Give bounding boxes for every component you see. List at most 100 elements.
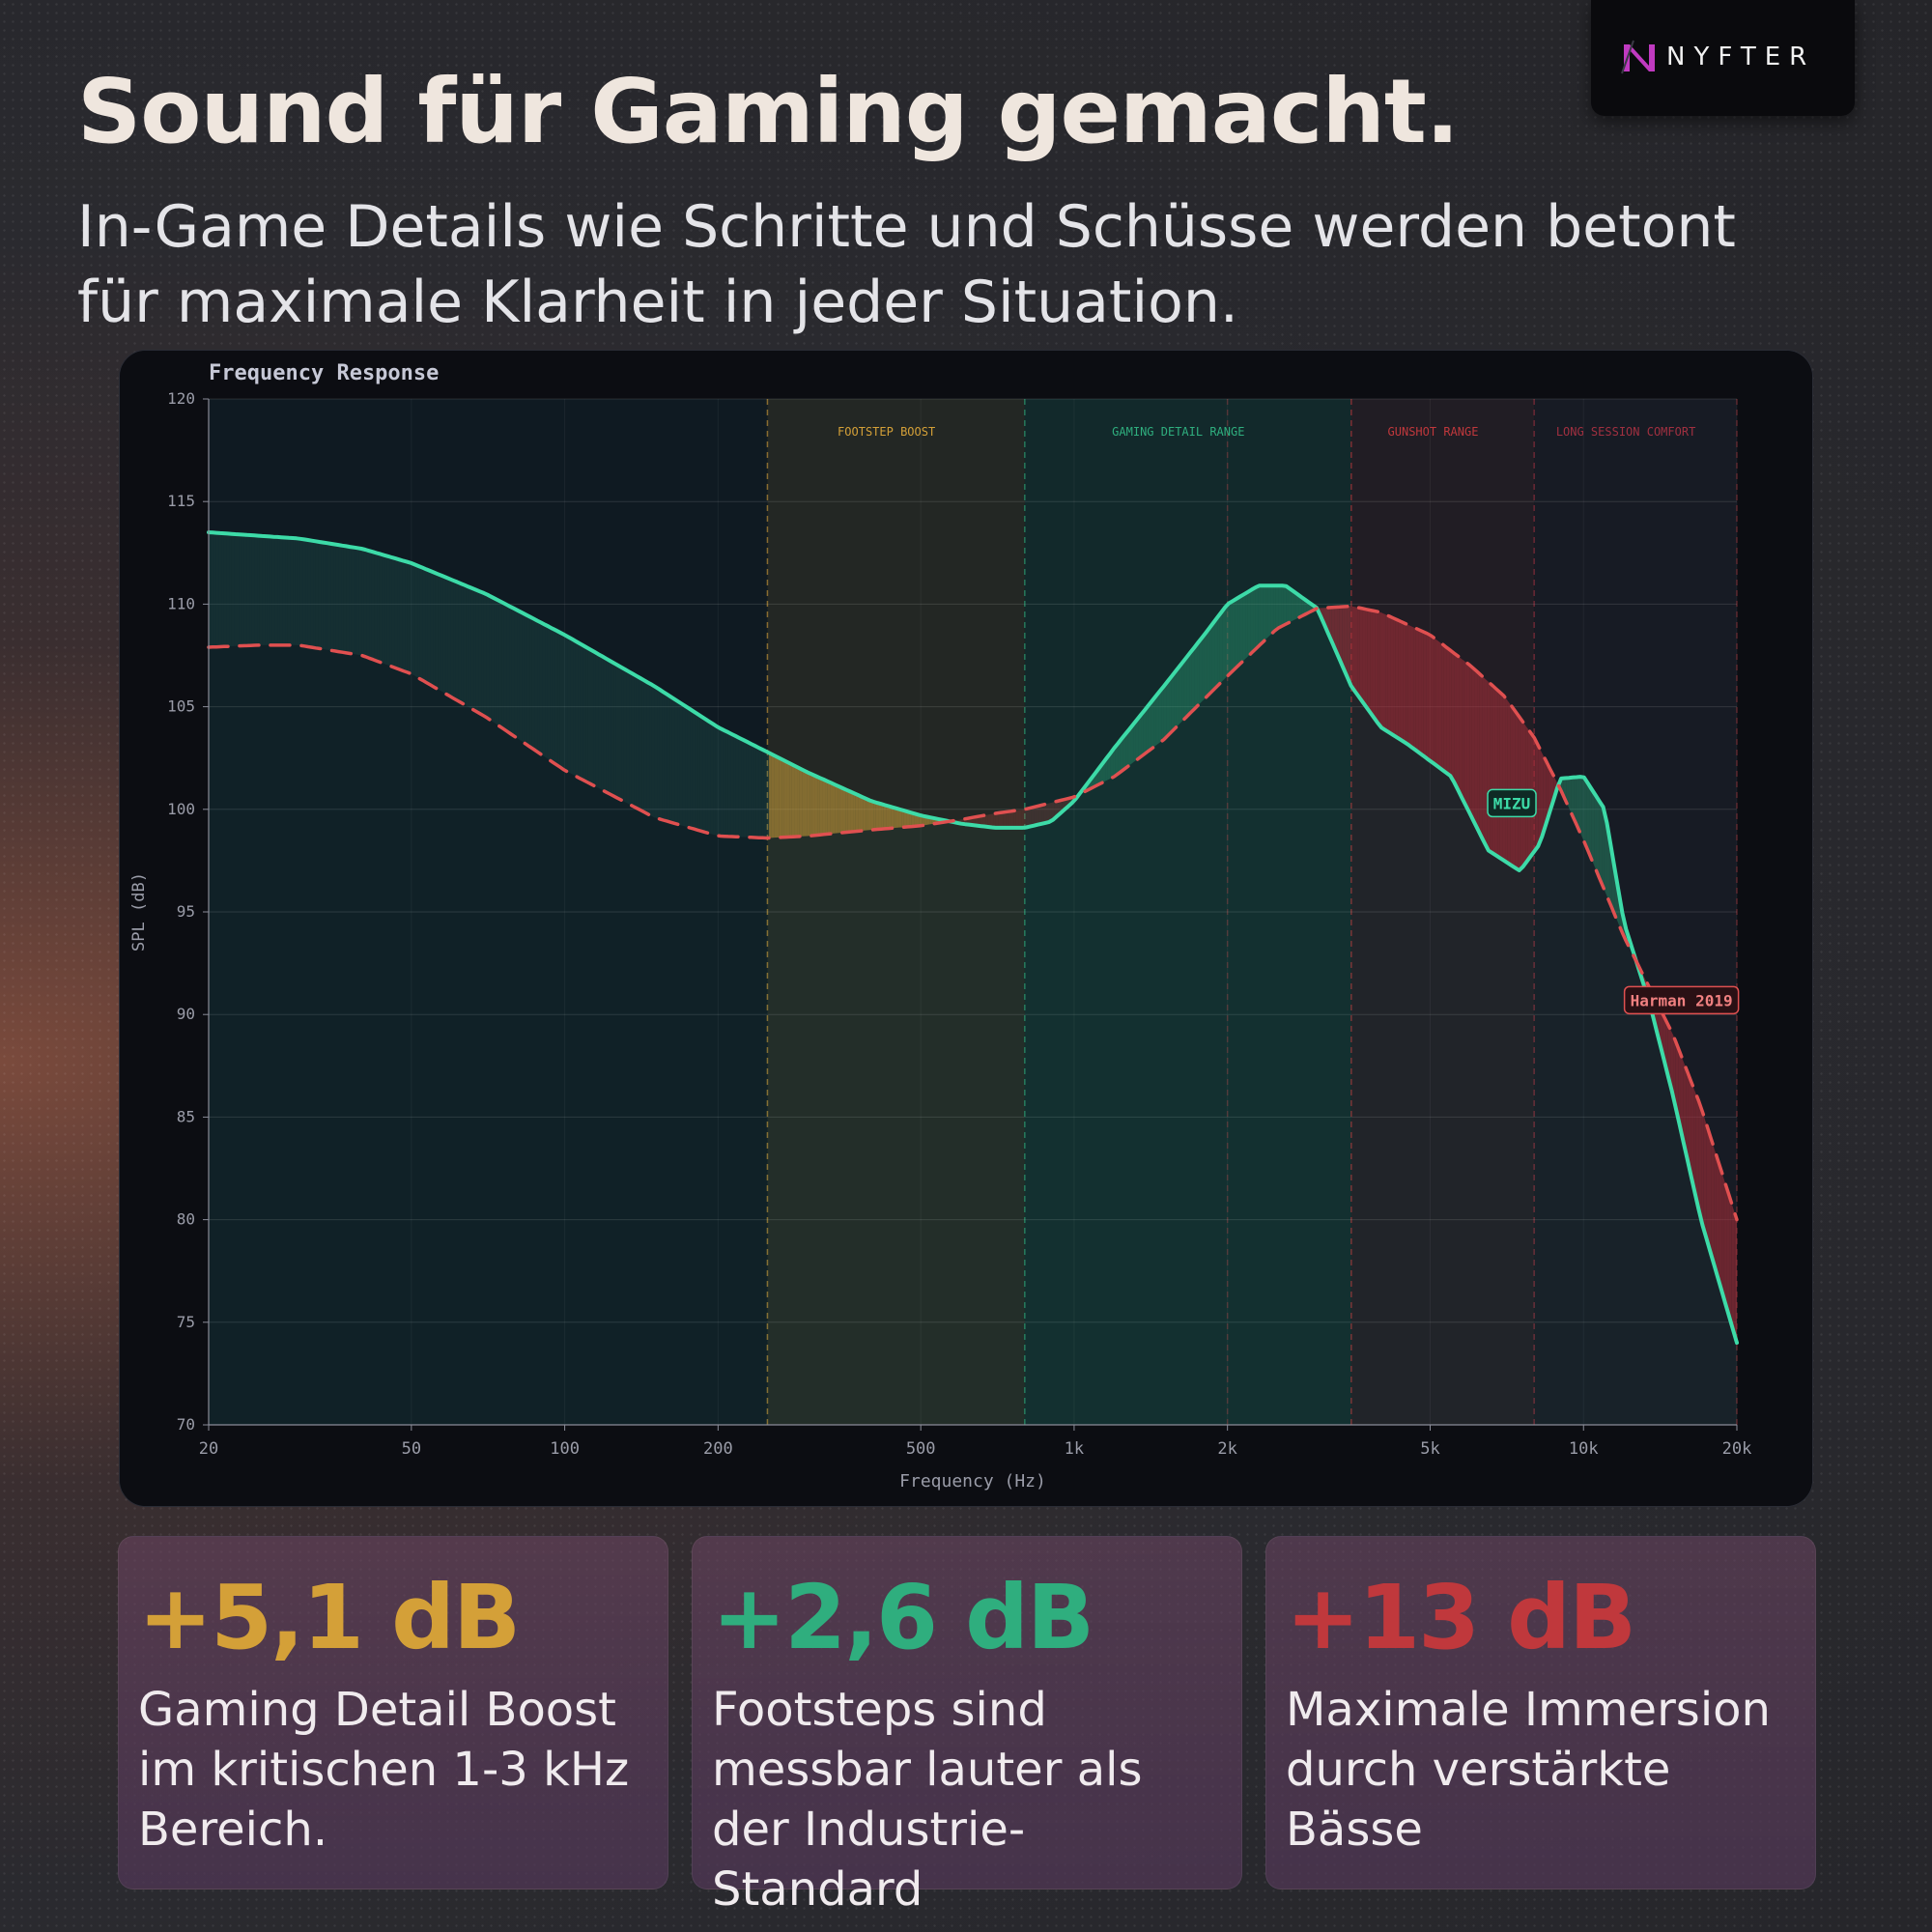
difference-fill [1507, 700, 1511, 866]
difference-fill [1141, 711, 1144, 757]
difference-fill [1357, 607, 1360, 698]
difference-fill [1571, 777, 1575, 819]
series-label-box [1623, 985, 1740, 1015]
difference-fill [789, 762, 792, 838]
difference-fill [567, 637, 571, 774]
difference-fill [664, 693, 668, 822]
difference-fill [354, 547, 356, 655]
difference-fill [998, 812, 1001, 828]
difference-fill [914, 813, 917, 827]
difference-fill [341, 545, 344, 653]
difference-fill [1127, 727, 1131, 767]
difference-fill [891, 807, 895, 829]
x-tick-label: 200 [703, 1439, 733, 1459]
stat-card-gaming-detail: +5,1 dB Gaming Detail Boost im kritische… [118, 1536, 668, 1889]
difference-fill [817, 777, 820, 836]
difference-fill [697, 714, 700, 832]
difference-fill [1418, 629, 1422, 754]
difference-fill [221, 532, 224, 647]
difference-fill [705, 719, 708, 834]
difference-fill [1546, 760, 1548, 825]
difference-fill [636, 675, 639, 810]
difference-fill [234, 533, 237, 646]
difference-fill [810, 773, 812, 837]
brand-mark-icon [1621, 40, 1655, 74]
difference-fill [1194, 643, 1198, 709]
difference-fill [1219, 611, 1223, 684]
difference-fill [1166, 679, 1170, 737]
difference-fill [282, 537, 286, 645]
difference-fill [1477, 671, 1480, 834]
difference-fill [922, 815, 924, 826]
difference-fill [529, 616, 532, 749]
difference-fill [1125, 730, 1128, 769]
difference-fill [271, 536, 275, 645]
y-tick-label: 90 [177, 1005, 195, 1023]
difference-fill [1688, 1074, 1691, 1177]
difference-fill [649, 683, 652, 816]
difference-fill [1693, 1088, 1696, 1199]
difference-fill [524, 613, 527, 746]
difference-fill [1670, 1030, 1674, 1097]
difference-fill [1232, 599, 1236, 671]
difference-fill [1337, 607, 1340, 660]
difference-fill [461, 583, 464, 704]
difference-fill [511, 607, 515, 737]
difference-fill [598, 654, 602, 790]
difference-fill [1502, 695, 1506, 862]
difference-fill [239, 534, 242, 646]
difference-fill [723, 729, 726, 837]
difference-fill [685, 705, 688, 828]
difference-fill [251, 535, 255, 646]
difference-fill [1115, 743, 1119, 777]
difference-fill [690, 709, 693, 829]
difference-fill [898, 809, 902, 828]
difference-fill [758, 748, 762, 838]
difference-fill [626, 669, 630, 805]
region-band [1024, 399, 1351, 1425]
difference-fill [1283, 585, 1287, 626]
y-tick-label: 95 [177, 902, 195, 921]
difference-fill [725, 730, 728, 837]
difference-fill [746, 741, 749, 838]
difference-fill [550, 627, 553, 762]
difference-fill [1247, 590, 1251, 657]
difference-fill [442, 576, 446, 695]
difference-fill [1423, 632, 1427, 758]
difference-fill [262, 535, 266, 645]
difference-fill [450, 579, 454, 698]
difference-fill [769, 753, 772, 838]
difference-fill [1415, 628, 1419, 753]
difference-fill [791, 764, 795, 838]
difference-fill [646, 681, 650, 815]
difference-fill [1197, 640, 1200, 707]
difference-fill [1138, 714, 1142, 759]
difference-fill [1354, 607, 1358, 696]
difference-fill [1421, 630, 1424, 756]
difference-fill [1265, 585, 1268, 639]
difference-fill [542, 623, 546, 757]
stat-value: +5,1 dB [138, 1566, 521, 1669]
series-label-box [1487, 788, 1537, 818]
difference-fill [1041, 804, 1044, 824]
difference-fill [1365, 609, 1368, 709]
difference-fill [1171, 672, 1175, 732]
difference-fill [237, 534, 240, 646]
x-tick-label: 20k [1722, 1439, 1752, 1459]
difference-fill [1153, 696, 1156, 748]
difference-fill [327, 543, 331, 651]
difference-fill [621, 667, 624, 802]
difference-fill [519, 611, 523, 742]
difference-fill [489, 595, 492, 722]
difference-fill [727, 732, 731, 837]
difference-fill [323, 542, 327, 650]
difference-fill [514, 609, 518, 738]
difference-fill [433, 572, 436, 688]
region-band [1350, 399, 1535, 1425]
x-tick-label: 500 [906, 1439, 936, 1459]
difference-fill [1179, 663, 1182, 724]
difference-fill [866, 798, 868, 831]
difference-fill [425, 568, 428, 684]
difference-fill [774, 755, 777, 838]
difference-fill [427, 569, 431, 685]
